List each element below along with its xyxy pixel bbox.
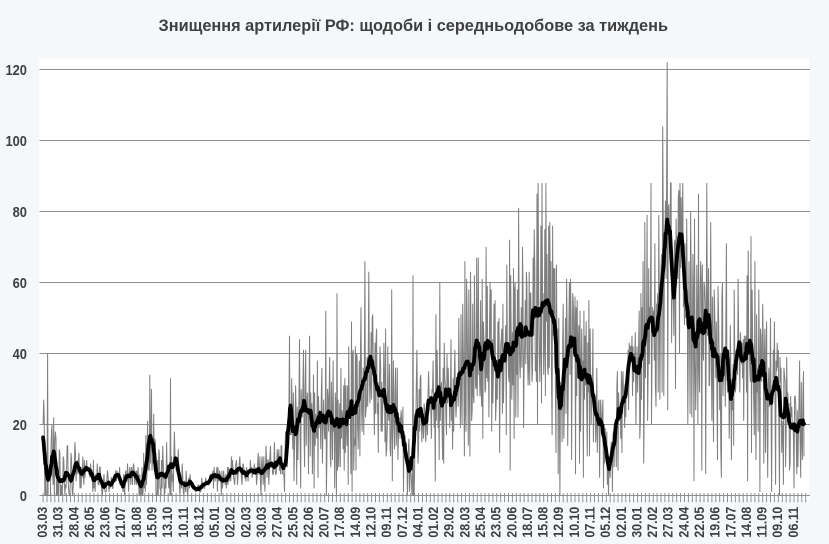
svg-text:26.05: 26.05: [81, 507, 97, 538]
svg-text:02.01: 02.01: [613, 507, 629, 538]
svg-text:08.12: 08.12: [190, 507, 206, 538]
svg-text:07.12: 07.12: [394, 507, 410, 538]
svg-text:15.08: 15.08: [535, 507, 551, 538]
svg-text:30.01: 30.01: [629, 507, 645, 538]
svg-text:31.03: 31.03: [50, 507, 66, 538]
svg-text:03.03: 03.03: [34, 507, 50, 538]
svg-text:14.08: 14.08: [738, 507, 754, 538]
svg-text:100: 100: [6, 133, 27, 150]
svg-text:20: 20: [13, 417, 27, 434]
svg-text:09.10: 09.10: [769, 507, 785, 538]
svg-text:10.11: 10.11: [175, 507, 191, 538]
svg-text:01.02: 01.02: [425, 507, 441, 538]
svg-text:05.01: 05.01: [206, 507, 222, 538]
svg-text:09.11: 09.11: [378, 507, 394, 538]
svg-text:25.05: 25.05: [284, 507, 300, 538]
svg-text:27.02: 27.02: [644, 507, 660, 538]
svg-text:22.05: 22.05: [691, 507, 707, 538]
svg-text:40: 40: [13, 346, 27, 363]
svg-text:120: 120: [6, 62, 27, 79]
svg-text:02.02: 02.02: [222, 507, 238, 538]
svg-text:18.08: 18.08: [128, 507, 144, 538]
svg-text:11.09: 11.09: [754, 507, 770, 538]
svg-text:07.11: 07.11: [582, 507, 598, 538]
svg-text:0: 0: [20, 488, 27, 505]
svg-text:13.10: 13.10: [159, 507, 175, 538]
svg-text:25.04: 25.04: [472, 507, 488, 538]
svg-text:29.02: 29.02: [441, 507, 457, 538]
svg-text:20.07: 20.07: [316, 507, 332, 538]
svg-text:27.04: 27.04: [269, 507, 285, 538]
svg-text:Знищення артилерії РФ: щодоби: Знищення артилерії РФ: щодоби і середньо…: [159, 16, 669, 35]
svg-text:19.06: 19.06: [707, 507, 723, 538]
svg-text:12.09: 12.09: [550, 507, 566, 538]
svg-text:28.04: 28.04: [65, 507, 81, 538]
svg-text:14.09: 14.09: [347, 507, 363, 538]
svg-text:17.07: 17.07: [722, 507, 738, 538]
svg-text:60: 60: [13, 275, 27, 292]
svg-text:23.05: 23.05: [488, 507, 504, 538]
svg-text:02.03: 02.03: [237, 507, 253, 538]
svg-text:17.08: 17.08: [331, 507, 347, 538]
svg-text:18.07: 18.07: [519, 507, 535, 538]
svg-text:05.12: 05.12: [597, 507, 613, 538]
svg-text:22.06: 22.06: [300, 507, 316, 538]
svg-text:06.11: 06.11: [785, 507, 801, 538]
svg-text:20.06: 20.06: [503, 507, 519, 538]
svg-text:10.10: 10.10: [566, 507, 582, 538]
svg-text:21.07: 21.07: [112, 507, 128, 538]
svg-text:30.03: 30.03: [253, 507, 269, 538]
svg-text:80: 80: [13, 204, 27, 221]
svg-text:12.10: 12.10: [363, 507, 379, 538]
svg-text:15.09: 15.09: [144, 507, 160, 538]
svg-text:24.04: 24.04: [675, 507, 691, 538]
svg-text:23.06: 23.06: [97, 507, 113, 538]
svg-text:04.01: 04.01: [409, 507, 425, 538]
svg-text:28.03: 28.03: [456, 507, 472, 538]
svg-text:27.03: 27.03: [660, 507, 676, 538]
